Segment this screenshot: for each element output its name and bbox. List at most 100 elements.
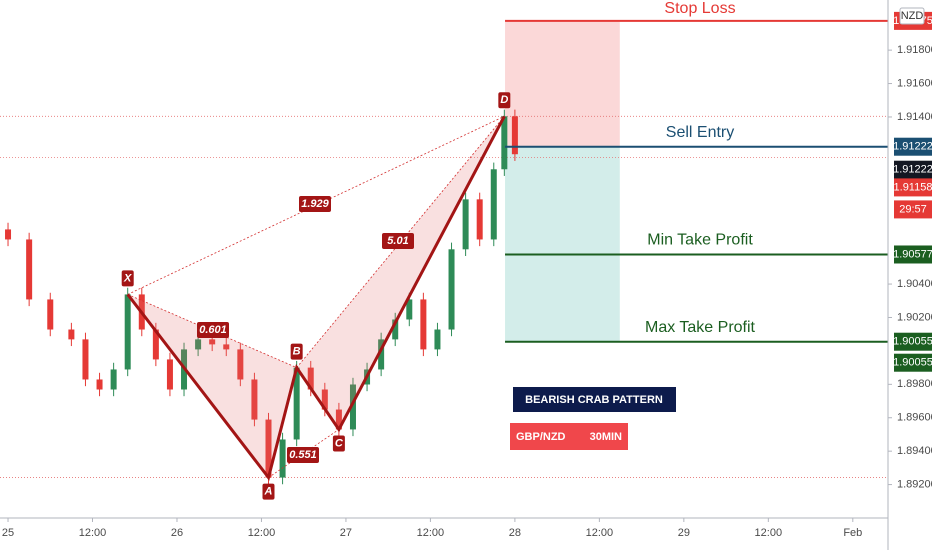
price-tag: 1.91222: [893, 164, 932, 176]
level-name: Stop Loss: [664, 0, 735, 17]
ratio-badge: 0.551: [287, 447, 319, 463]
y-tick-label: 1.90200: [897, 311, 932, 323]
x-tick-label: 12:00: [248, 527, 276, 539]
candle-body: [166, 359, 173, 390]
y-tick-label: 1.89400: [897, 445, 932, 457]
y-tick-label: 1.91600: [897, 77, 932, 89]
candle-body: [476, 199, 483, 240]
symbol: GBP/NZD: [516, 431, 566, 443]
pattern-point: A: [262, 483, 275, 500]
candle-body: [124, 294, 131, 370]
level-price-tag: 1.91222: [893, 141, 932, 153]
candle-body: [349, 384, 356, 430]
ratio-badge-bg: [197, 322, 229, 338]
ratio-label: 5.01: [387, 235, 408, 247]
pattern-name-bg: [513, 387, 676, 412]
symbol-bg: [510, 423, 628, 450]
pattern-point-label: D: [500, 94, 508, 106]
pattern-point-label: B: [293, 346, 301, 358]
x-tick-label: 29: [678, 527, 690, 539]
candle-body: [223, 344, 230, 350]
candle-body: [96, 379, 103, 390]
x-tick-label: 12:00: [79, 527, 107, 539]
pattern-point: C: [332, 435, 345, 452]
x-tick-label: 12:00: [586, 527, 614, 539]
currency-badge-bg: [899, 7, 925, 25]
candle-body: [279, 439, 286, 478]
level-name: Max Take Profit: [645, 319, 756, 336]
price-axis-bg: [888, 0, 932, 550]
candle-body: [68, 329, 75, 340]
x-tick-label: 12:00: [755, 527, 783, 539]
pattern-point-label: X: [123, 272, 132, 284]
x-tick-label: 26: [171, 527, 183, 539]
ratio-label: 1.929: [301, 198, 329, 210]
candle-body: [434, 329, 441, 350]
ratio-badge: 0.601: [197, 322, 229, 338]
candle-body: [82, 339, 89, 380]
candle-body: [511, 116, 518, 155]
x-tick-label: 12:00: [417, 527, 445, 539]
candle-body: [307, 367, 314, 390]
y-tick-label: 1.90400: [897, 278, 932, 290]
candle-body: [335, 409, 342, 430]
level-price-tag: 1.90577: [893, 248, 932, 260]
risk-zone: [505, 20, 620, 147]
candle-body: [448, 249, 455, 330]
x-tick-label: Feb: [843, 527, 862, 539]
ratio-badge: 1.929: [299, 196, 331, 212]
y-tick-label: 1.91800: [897, 44, 932, 56]
candle-body: [5, 229, 12, 240]
ratio-badge: 5.01: [382, 233, 414, 249]
pattern-point-badge: [332, 435, 345, 452]
pattern-point-badge: [262, 483, 275, 500]
currency-badge: NZD: [901, 10, 924, 22]
price-tag: 1.90055: [893, 357, 932, 369]
candle-body: [47, 299, 54, 330]
pattern-point: X: [121, 270, 134, 287]
level-price-tag: 1.90055: [893, 336, 932, 348]
y-tick-label: 1.89200: [897, 478, 932, 490]
candle-body: [501, 116, 508, 170]
pattern-point-label: C: [335, 437, 344, 449]
candle-body: [293, 367, 300, 440]
price-tag: 1.91158: [894, 181, 932, 193]
x-tick-label: 28: [509, 527, 521, 539]
candle-body: [26, 239, 33, 300]
candle-body: [251, 379, 258, 420]
candle-body: [378, 339, 385, 370]
candle-body: [265, 419, 272, 478]
pattern-fill: [127, 294, 297, 478]
candle-body: [406, 299, 413, 320]
ratio-label: 0.551: [289, 449, 317, 461]
price-tag-bg: [894, 178, 932, 197]
y-tick-label: 1.91400: [897, 111, 932, 123]
pattern-fill: [296, 116, 505, 430]
candle-body: [152, 329, 159, 360]
timeframe: 30MIN: [590, 431, 622, 443]
y-tick-label: 1.89600: [897, 412, 932, 424]
level-price-tag-bg: [894, 245, 932, 264]
pattern-point-badge: [290, 343, 303, 360]
ratio-badge-bg: [382, 233, 414, 249]
candle-body: [110, 369, 117, 390]
candle-body: [490, 169, 497, 240]
ratio-label: 0.601: [199, 324, 227, 336]
candle-body: [420, 299, 427, 350]
candle-body: [321, 389, 328, 410]
x-tick-label: 25: [2, 527, 14, 539]
price-tag-bg: [894, 160, 932, 179]
y-tick-label: 1.89800: [897, 378, 932, 390]
pattern-point-badge: [498, 92, 511, 109]
candle-body: [237, 349, 244, 380]
countdown: 29:57: [899, 203, 927, 215]
level-name: Sell Entry: [666, 124, 734, 141]
pattern-point-label: A: [264, 485, 273, 497]
level-price-tag-bg: [894, 332, 932, 351]
pattern-point-badge: [121, 270, 134, 287]
pattern-point: B: [290, 343, 303, 360]
ratio-badge-bg: [287, 447, 319, 463]
level-name: Min Take Profit: [647, 232, 753, 249]
candle-body: [209, 339, 216, 345]
